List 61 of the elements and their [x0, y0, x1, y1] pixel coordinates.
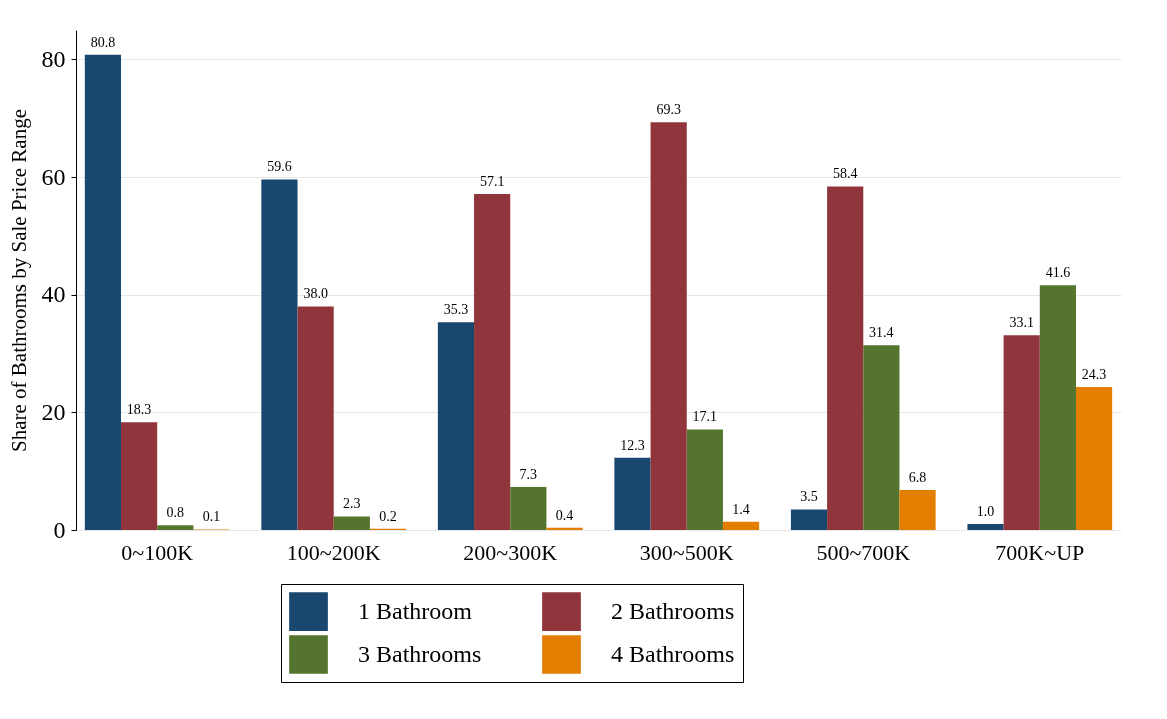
y-axis-title: Share of Bathrooms by Sale Price Range [6, 109, 31, 452]
data-label: 7.3 [519, 467, 538, 483]
bar [686, 429, 723, 530]
data-label: 0.2 [379, 508, 397, 524]
bar [437, 322, 475, 530]
x-tick-label: 200~300K [463, 539, 558, 565]
x-tick-label: 700K~UP [995, 539, 1085, 565]
bar [967, 524, 1004, 530]
bar [614, 457, 651, 530]
data-label: 18.3 [126, 402, 152, 418]
data-label: 58.4 [832, 166, 858, 182]
data-label: 80.8 [90, 34, 116, 50]
bar [297, 306, 334, 530]
legend-label: 3 Bathrooms [358, 640, 482, 667]
data-label: 35.3 [443, 302, 469, 318]
y-tick-label: 40 [41, 281, 66, 308]
data-label: 12.3 [620, 437, 645, 453]
data-label: 1.4 [732, 501, 750, 517]
data-label: 17.1 [692, 409, 718, 425]
legend-label: 1 Bathroom [358, 597, 473, 624]
x-tick-label: 0~100K [121, 539, 194, 565]
bar [827, 186, 864, 530]
x-tick-label: 300~500K [639, 539, 734, 565]
x-tick-label: 100~200K [286, 539, 381, 565]
bar [157, 525, 194, 530]
bar [1075, 387, 1113, 530]
data-label: 41.6 [1045, 265, 1071, 281]
data-label: 38.0 [303, 286, 328, 302]
bar [510, 487, 547, 530]
y-tick-label: 80 [41, 45, 66, 72]
data-label: 33.1 [1009, 315, 1034, 331]
data-label: 24.3 [1081, 367, 1107, 383]
legend-label: 2 Bathrooms [611, 597, 735, 624]
data-label: 57.1 [479, 174, 505, 190]
data-label: 69.3 [656, 102, 681, 118]
bar [261, 179, 298, 530]
data-label: 1.0 [976, 504, 995, 520]
bar [1003, 335, 1040, 530]
bar [650, 122, 687, 530]
y-tick-label: 0 [53, 516, 66, 543]
bar [84, 54, 122, 530]
data-label: 0.4 [555, 507, 574, 523]
data-label: 0.1 [202, 509, 221, 525]
data-label: 2.3 [343, 496, 361, 512]
legend-label: 4 Bathrooms [611, 640, 735, 667]
bar [474, 194, 511, 530]
y-tick-label: 60 [41, 163, 66, 190]
bar [1039, 285, 1076, 530]
y-tick-label: 20 [41, 398, 66, 425]
bar [121, 422, 158, 530]
bar [863, 345, 900, 530]
data-label: 6.8 [908, 470, 927, 485]
data-label: 0.8 [166, 505, 185, 521]
data-label: 3.5 [800, 489, 818, 505]
bar [333, 516, 370, 530]
x-tick-label: 500~700K [816, 539, 911, 565]
data-label: 31.4 [869, 325, 894, 341]
bar [790, 509, 828, 530]
bar [899, 490, 936, 530]
bar [722, 521, 760, 530]
data-label: 59.6 [267, 159, 292, 175]
